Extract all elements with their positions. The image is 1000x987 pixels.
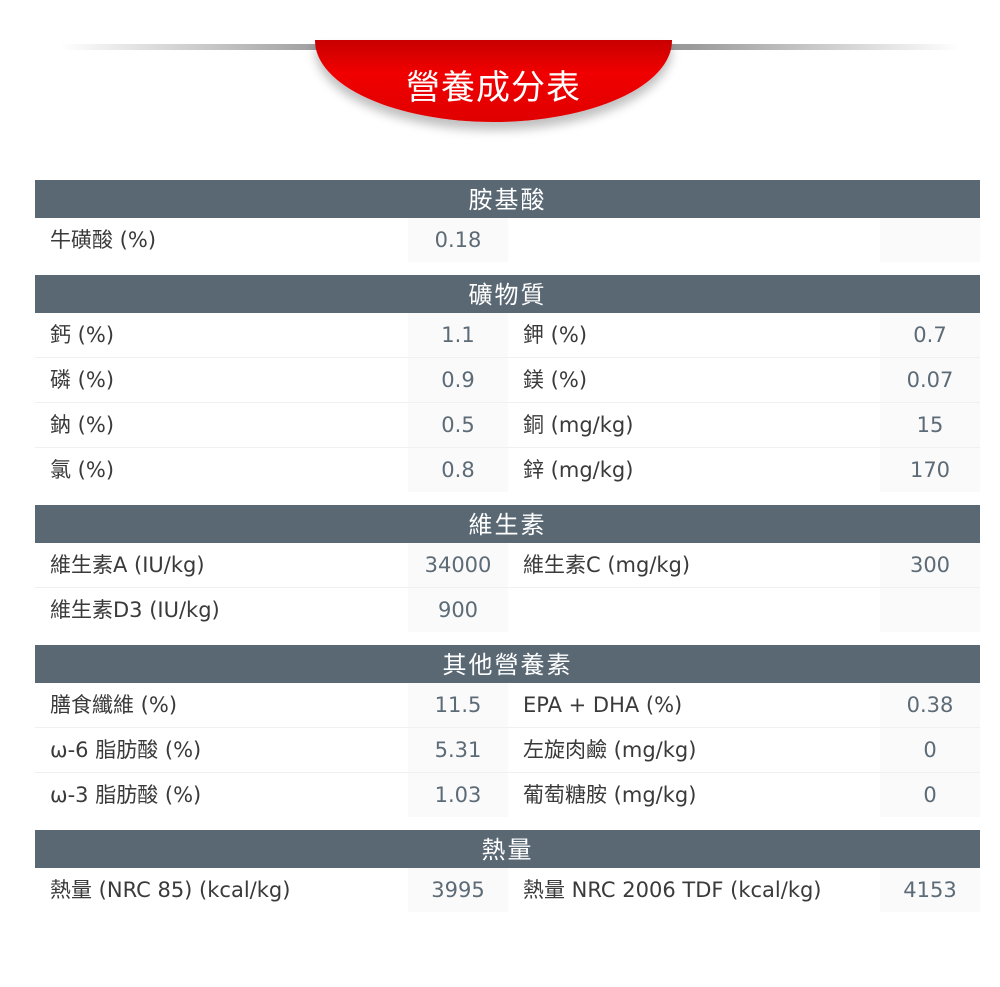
- table-section: 熱量熱量 (NRC 85) (kcal/kg) 3995 熱量 NRC 2006 T…: [35, 830, 980, 912]
- nutrient-value: 0.18: [408, 218, 508, 262]
- nutrient-value: [880, 218, 980, 262]
- section-header: 礦物質: [35, 275, 980, 313]
- table-row: 氯 (%) 0.8 鋅 (mg/kg) 170: [35, 448, 980, 492]
- section-header: 胺基酸: [35, 180, 980, 218]
- nutrient-value: 15: [880, 403, 980, 447]
- nutrient-label: EPA + DHA (%): [523, 693, 683, 717]
- nutrient-label: [508, 218, 880, 262]
- nutrient-label: 鈉 (%): [50, 413, 115, 437]
- nutrient-label: 銅 (mg/kg): [523, 413, 634, 437]
- nutrient-label: 氯 (%): [50, 458, 115, 482]
- nutrient-value: 5.31: [408, 728, 508, 772]
- nutrient-value: 0.5: [408, 403, 508, 447]
- table-section: 胺基酸牛磺酸 (%) 0.18: [35, 180, 980, 262]
- nutrition-table: 胺基酸牛磺酸 (%) 0.18 礦物質鈣 (%) 1.1 鉀 (%) 0.7 磷 (%) 0.…: [35, 180, 980, 925]
- nutrient-label: 熱量 NRC 2006 TDF (kcal/kg): [523, 878, 822, 902]
- table-row: 維生素D3 (IU/kg) 900: [35, 588, 980, 632]
- table-row: 牛磺酸 (%) 0.18: [35, 218, 980, 262]
- table-row: 維生素A (IU/kg) 34000 維生素C (mg/kg) 300: [35, 543, 980, 588]
- nutrient-label: ω-6 脂肪酸 (%): [50, 738, 202, 762]
- nutrient-label: 左旋肉鹼 (mg/kg): [523, 738, 697, 762]
- page-title: 營養成分表: [406, 68, 581, 108]
- nutrient-value: 1.1: [408, 313, 508, 357]
- table-row: 鈉 (%) 0.5 銅 (mg/kg) 15: [35, 403, 980, 448]
- nutrient-label: [508, 588, 880, 632]
- nutrient-label: 鋅 (mg/kg): [523, 458, 634, 482]
- nutrient-label: 葡萄糖胺 (mg/kg): [523, 783, 697, 807]
- nutrient-label: 鉀 (%): [523, 323, 588, 347]
- nutrient-value: 0.7: [880, 313, 980, 357]
- nutrient-value: 0.8: [408, 448, 508, 492]
- nutrient-value: [880, 588, 980, 632]
- nutrient-value: 3995: [408, 868, 508, 912]
- nutrient-label: 維生素C (mg/kg): [523, 553, 691, 577]
- table-section: 其他營養素 膳食纖維 (%) 11.5 EPA + DHA (%) 0.38 ω-6 脂肪…: [35, 645, 980, 817]
- nutrient-value: 300: [880, 543, 980, 587]
- table-section: 維生素 維生素A (IU/kg) 34000 維生素C (mg/kg) 300 維生素D3…: [35, 505, 980, 632]
- nutrient-value: 0.9: [408, 358, 508, 402]
- section-header: 熱量: [35, 830, 980, 868]
- nutrient-value: 0: [880, 728, 980, 772]
- nutrient-value: 34000: [408, 543, 508, 587]
- nutrient-value: 0.38: [880, 683, 980, 727]
- nutrient-value: 900: [408, 588, 508, 632]
- nutrient-label: 熱量 (NRC 85) (kcal/kg): [50, 878, 291, 902]
- nutrient-label: 牛磺酸 (%): [50, 228, 157, 252]
- table-row: ω-6 脂肪酸 (%) 5.31 左旋肉鹼 (mg/kg) 0: [35, 728, 980, 773]
- nutrient-label: 鎂 (%): [523, 368, 588, 392]
- nutrient-label: 維生素A (IU/kg): [50, 553, 205, 577]
- nutrient-value: 0: [880, 773, 980, 817]
- table-row: 膳食纖維 (%) 11.5 EPA + DHA (%) 0.38: [35, 683, 980, 728]
- table-row: 磷 (%) 0.9 鎂 (%) 0.07: [35, 358, 980, 403]
- title-banner: 營養成分表: [315, 40, 672, 122]
- nutrient-value: 170: [880, 448, 980, 492]
- nutrient-label: 膳食纖維 (%): [50, 693, 178, 717]
- table-row: 鈣 (%) 1.1 鉀 (%) 0.7: [35, 313, 980, 358]
- table-row: 熱量 (NRC 85) (kcal/kg) 3995 熱量 NRC 2006 TDF…: [35, 868, 980, 912]
- section-header: 其他營養素: [35, 645, 980, 683]
- nutrient-label: 磷 (%): [50, 368, 115, 392]
- nutrient-label: ω-3 脂肪酸 (%): [50, 783, 202, 807]
- nutrient-label: 鈣 (%): [50, 323, 115, 347]
- nutrient-label: 維生素D3 (IU/kg): [50, 598, 220, 622]
- nutrient-value: 11.5: [408, 683, 508, 727]
- section-header: 維生素: [35, 505, 980, 543]
- table-section: 礦物質鈣 (%) 1.1 鉀 (%) 0.7 磷 (%) 0.9 鎂 (%) 0.07 鈉 (%…: [35, 275, 980, 492]
- table-row: ω-3 脂肪酸 (%) 1.03 葡萄糖胺 (mg/kg) 0: [35, 773, 980, 817]
- nutrient-value: 4153: [880, 868, 980, 912]
- nutrient-value: 1.03: [408, 773, 508, 817]
- nutrient-value: 0.07: [880, 358, 980, 402]
